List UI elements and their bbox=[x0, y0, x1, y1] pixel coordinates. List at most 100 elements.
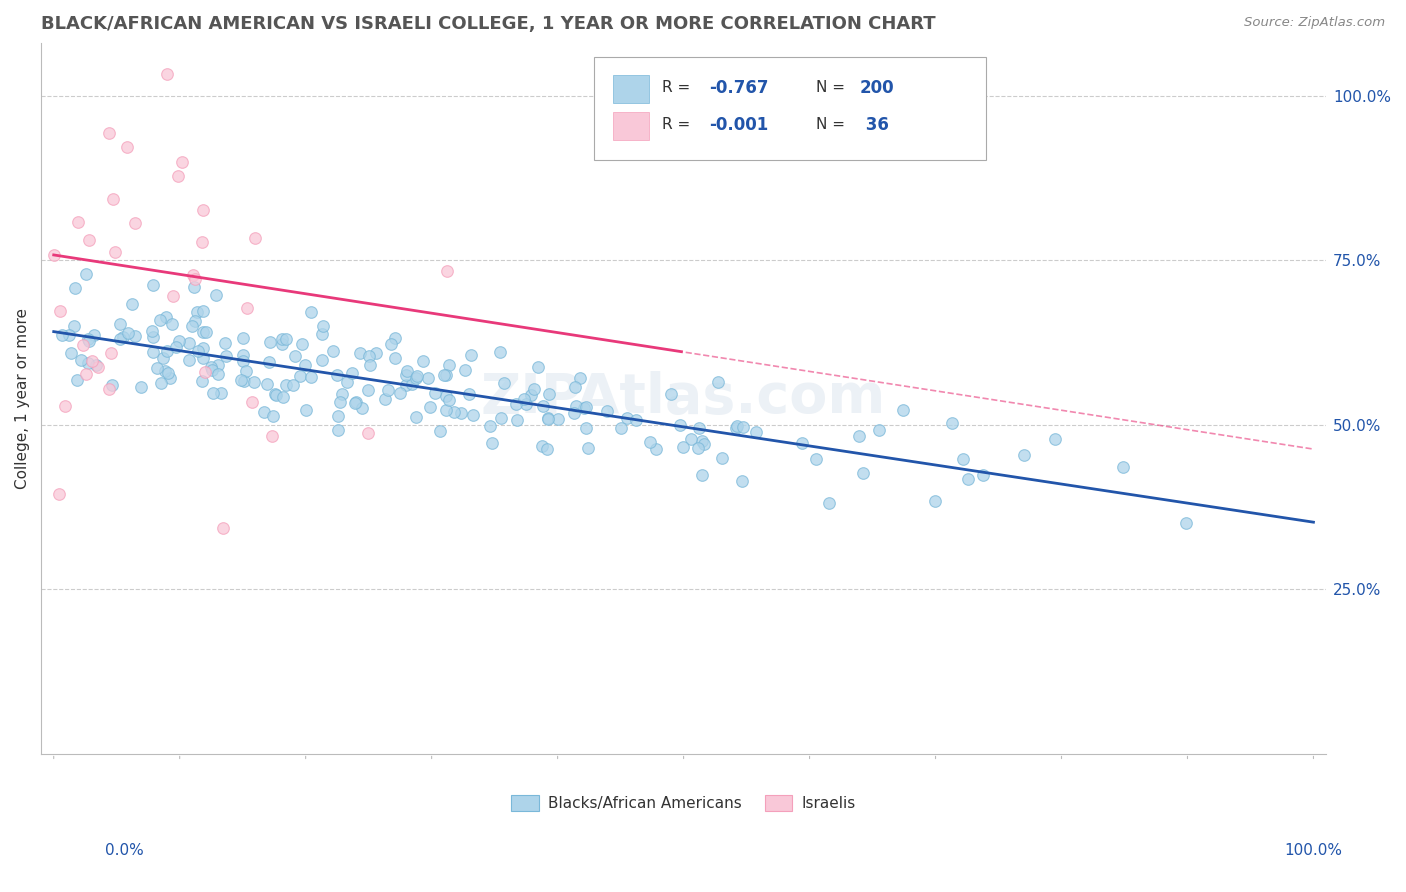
Point bbox=[201, 385, 224, 400]
Point bbox=[423, 386, 446, 401]
Point bbox=[191, 341, 214, 355]
Point bbox=[89, 16, 111, 30]
Point bbox=[454, 362, 477, 376]
Point bbox=[1112, 459, 1135, 474]
Point bbox=[288, 368, 311, 383]
Point bbox=[343, 396, 366, 410]
Point bbox=[156, 367, 179, 381]
Point bbox=[624, 413, 647, 427]
Point bbox=[112, 330, 135, 344]
Point bbox=[644, 442, 666, 457]
Point bbox=[364, 345, 387, 359]
Point bbox=[690, 468, 713, 483]
Point bbox=[852, 467, 875, 481]
Point bbox=[1043, 432, 1066, 446]
Point bbox=[82, 354, 104, 368]
FancyBboxPatch shape bbox=[613, 112, 650, 140]
Point bbox=[162, 289, 184, 303]
Point bbox=[260, 429, 283, 443]
Point bbox=[232, 354, 254, 368]
Text: R =: R = bbox=[662, 117, 695, 132]
Point bbox=[520, 387, 543, 401]
Point bbox=[77, 233, 100, 247]
Point bbox=[97, 382, 120, 396]
Point bbox=[527, 359, 550, 374]
Point bbox=[66, 215, 89, 229]
Point bbox=[170, 155, 193, 169]
Point bbox=[108, 332, 131, 346]
Text: N =: N = bbox=[815, 117, 849, 132]
Point bbox=[51, 328, 73, 343]
Point bbox=[531, 399, 554, 413]
Text: 36: 36 bbox=[859, 116, 889, 134]
Text: N =: N = bbox=[815, 80, 849, 95]
Point bbox=[344, 395, 367, 409]
Point bbox=[141, 344, 163, 359]
Point bbox=[388, 385, 411, 400]
Point bbox=[790, 436, 813, 450]
Point bbox=[141, 324, 163, 338]
Point bbox=[405, 410, 427, 425]
Point bbox=[193, 351, 215, 365]
Point bbox=[638, 434, 661, 449]
Point bbox=[284, 349, 307, 363]
Point bbox=[273, 390, 295, 404]
Point bbox=[436, 264, 458, 278]
Text: -0.001: -0.001 bbox=[709, 116, 769, 134]
Point bbox=[60, 345, 83, 359]
Point bbox=[191, 374, 214, 388]
Point bbox=[336, 375, 359, 389]
Point bbox=[299, 369, 322, 384]
Point bbox=[270, 332, 292, 346]
Point bbox=[377, 384, 399, 398]
Point bbox=[693, 437, 716, 451]
Point bbox=[63, 319, 86, 334]
Point bbox=[214, 336, 236, 351]
Point bbox=[142, 329, 165, 343]
Point bbox=[380, 337, 402, 351]
Point bbox=[204, 288, 226, 302]
Point bbox=[384, 351, 406, 365]
Point bbox=[359, 350, 381, 364]
Point bbox=[616, 410, 638, 425]
Point bbox=[672, 440, 695, 454]
Point bbox=[312, 319, 335, 334]
Point bbox=[153, 364, 176, 378]
Point bbox=[177, 335, 200, 350]
Point bbox=[478, 418, 501, 433]
Point bbox=[384, 331, 406, 345]
Point bbox=[146, 360, 169, 375]
Point bbox=[232, 374, 254, 388]
Point bbox=[491, 411, 513, 425]
Point bbox=[207, 368, 229, 382]
Point bbox=[481, 435, 503, 450]
Point bbox=[291, 337, 314, 351]
Point bbox=[186, 305, 208, 319]
Point bbox=[264, 387, 287, 401]
FancyBboxPatch shape bbox=[593, 57, 986, 161]
Point bbox=[166, 169, 188, 183]
Point bbox=[124, 216, 146, 230]
Point bbox=[181, 319, 204, 334]
Point bbox=[952, 451, 974, 466]
Point bbox=[575, 400, 598, 414]
Point bbox=[187, 343, 209, 358]
Point bbox=[450, 406, 472, 420]
Text: BLACK/AFRICAN AMERICAN VS ISRAELI COLLEGE, 1 YEAR OR MORE CORRELATION CHART: BLACK/AFRICAN AMERICAN VS ISRAELI COLLEG… bbox=[41, 15, 936, 33]
Point bbox=[245, 231, 267, 245]
Point bbox=[201, 363, 224, 377]
Point bbox=[460, 348, 482, 362]
Point bbox=[429, 424, 451, 438]
Point bbox=[972, 467, 994, 482]
Point bbox=[169, 334, 191, 349]
Point bbox=[340, 366, 363, 380]
Point bbox=[124, 329, 146, 343]
Point bbox=[1174, 516, 1197, 531]
Point bbox=[115, 140, 138, 154]
Point bbox=[184, 314, 207, 328]
Point bbox=[437, 393, 460, 408]
Point bbox=[149, 313, 172, 327]
Point bbox=[406, 369, 429, 384]
Point bbox=[547, 412, 569, 426]
Point bbox=[152, 351, 174, 365]
